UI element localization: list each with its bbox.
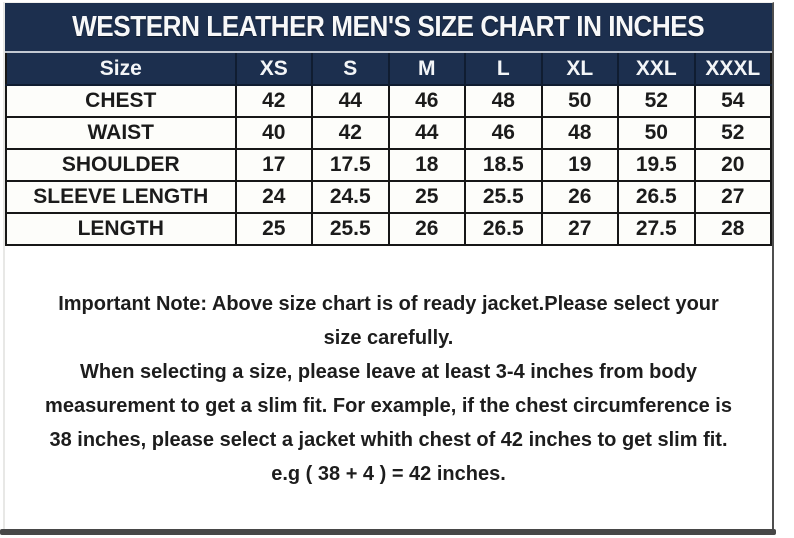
- table-cell: 27.5: [617, 212, 696, 246]
- size-column-header: Size: [5, 53, 237, 86]
- row-label: SLEEVE LENGTH: [5, 180, 237, 214]
- table-cell: 17: [234, 148, 313, 182]
- column-header: M: [387, 53, 466, 86]
- table-row: SHOULDER 17 17.5 18 18.5 19 19.5 20: [5, 148, 772, 182]
- table-cell: 40: [234, 116, 313, 150]
- table-row: WAIST 40 42 44 46 48 50 52: [5, 116, 772, 150]
- table-cell: 26.5: [464, 212, 543, 246]
- note-line: Important Note: Above size chart is of r…: [58, 293, 719, 315]
- size-table: Size XS S M L XL XXL XXXL CHEST 42 44 46 48 50 52 54 WA…: [5, 53, 772, 246]
- row-label: SHOULDER: [5, 148, 237, 182]
- column-header: L: [464, 53, 543, 86]
- table-row: SLEEVE LENGTH 24 24.5 25 25.5 26 26.5 27: [5, 180, 772, 214]
- table-cell: 26: [387, 212, 466, 246]
- table-cell: 20: [693, 148, 772, 182]
- chart-frame: WESTERN LEATHER MEN'S SIZE CHART IN INCH…: [3, 2, 774, 530]
- table-row: CHEST 42 44 46 48 50 52 54: [5, 84, 772, 118]
- table-cell: 44: [311, 84, 390, 118]
- table-cell: 42: [234, 84, 313, 118]
- column-header: XXL: [617, 53, 696, 86]
- table-cell: 25: [387, 180, 466, 214]
- table-cell: 27: [540, 212, 619, 246]
- table-header-row: Size XS S M L XL XXL XXXL: [5, 53, 772, 86]
- row-label: WAIST: [5, 116, 237, 150]
- note-line: measurement to get a slim fit. For examp…: [45, 395, 732, 417]
- column-header: XS: [234, 53, 313, 86]
- table-cell: 28: [693, 212, 772, 246]
- note-line: e.g ( 38 + 4 ) = 42 inches.: [271, 463, 506, 485]
- table-cell: 46: [464, 116, 543, 150]
- table-cell: 24: [234, 180, 313, 214]
- note-line: 38 inches, please select a jacket whith …: [49, 429, 728, 451]
- table-cell: 24.5: [311, 180, 390, 214]
- table-cell: 18: [387, 148, 466, 182]
- table-cell: 26: [540, 180, 619, 214]
- table-cell: 25.5: [311, 212, 390, 246]
- column-header: XXXL: [693, 53, 772, 86]
- table-cell: 50: [540, 84, 619, 118]
- table-cell: 18.5: [464, 148, 543, 182]
- row-label: CHEST: [5, 84, 237, 118]
- table-cell: 44: [387, 116, 466, 150]
- row-label: LENGTH: [5, 212, 237, 246]
- table-cell: 26.5: [617, 180, 696, 214]
- note-line: size carefully.: [323, 327, 454, 349]
- table-cell: 25.5: [464, 180, 543, 214]
- table-cell: 17.5: [311, 148, 390, 182]
- table-cell: 48: [464, 84, 543, 118]
- table-row: LENGTH 25 25.5 26 26.5 27 27.5 28: [5, 212, 772, 246]
- page-title: WESTERN LEATHER MEN'S SIZE CHART IN INCH…: [72, 10, 705, 43]
- table-cell: 19: [540, 148, 619, 182]
- table-cell: 50: [617, 116, 696, 150]
- column-header: S: [311, 53, 390, 86]
- table-cell: 46: [387, 84, 466, 118]
- table-cell: 27: [693, 180, 772, 214]
- note-line: When selecting a size, please leave at l…: [80, 361, 697, 383]
- table-cell: 42: [311, 116, 390, 150]
- table-cell: 48: [540, 116, 619, 150]
- table-cell: 52: [693, 116, 772, 150]
- bottom-bar: [0, 529, 776, 535]
- table-cell: 19.5: [617, 148, 696, 182]
- table-cell: 52: [617, 84, 696, 118]
- important-note: Important Note: Above size chart is of r…: [5, 287, 772, 491]
- table-cell: 25: [234, 212, 313, 246]
- table-cell: 54: [693, 84, 772, 118]
- column-header: XL: [540, 53, 619, 86]
- chart-title-bar: WESTERN LEATHER MEN'S SIZE CHART IN INCH…: [5, 3, 772, 53]
